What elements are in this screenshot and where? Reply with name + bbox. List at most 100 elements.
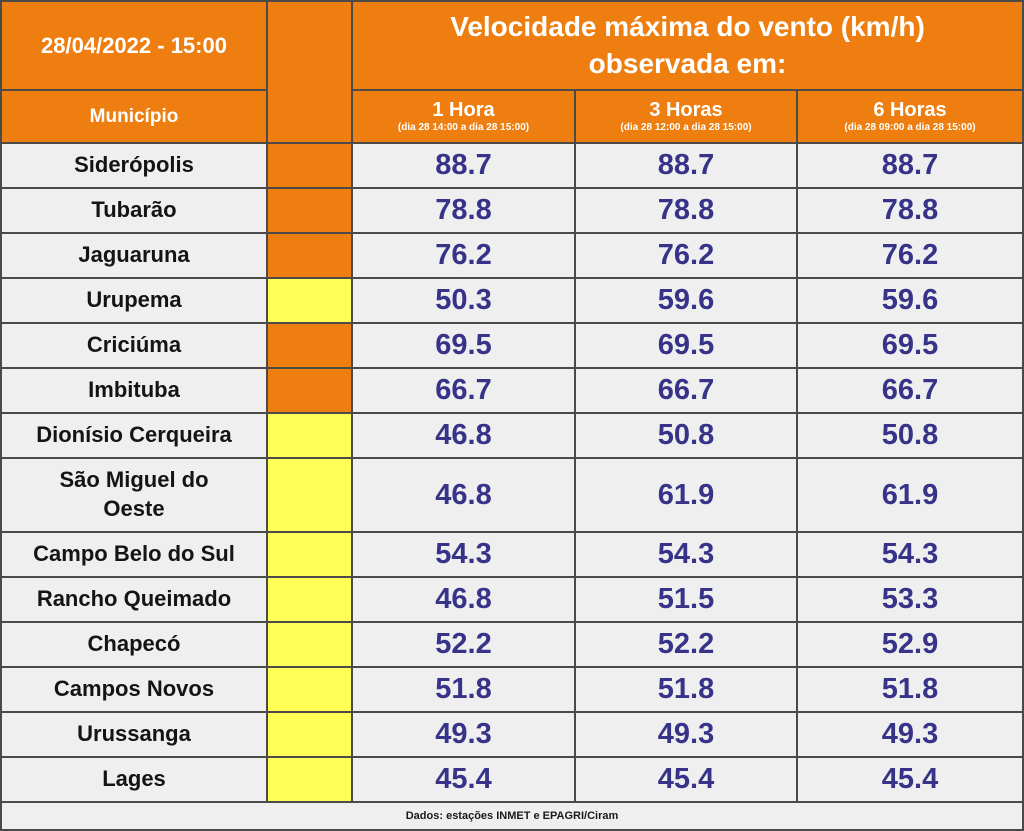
alert-level-cell [268, 533, 353, 578]
municipality-name: Dionísio Cerqueira [36, 422, 232, 448]
municipality-name: Imbituba [88, 377, 180, 403]
table-row: Dionísio Cerqueira 46.8 50.8 50.8 [2, 414, 1022, 459]
alert-level-cell [268, 578, 353, 623]
alert-level-cell [268, 414, 353, 459]
table-row: Imbituba 66.7 66.7 66.7 [2, 369, 1022, 414]
municipality-cell: Criciúma [2, 324, 268, 369]
municipality-cell: Campos Novos [2, 668, 268, 713]
alert-level-cell [268, 234, 353, 279]
wind-value-1h: 50.3 [353, 279, 576, 324]
wind-value-3h: 78.8 [576, 189, 798, 234]
wind-value-6h: 61.9 [798, 459, 1022, 533]
wind-value-1h: 78.8 [353, 189, 576, 234]
data-source-note: Dados: estações INMET e EPAGRI/Ciram [2, 803, 1022, 829]
municipality-name: Criciúma [86, 332, 182, 358]
municipality-cell: Lages [2, 758, 268, 803]
wind-value-1h: 46.8 [353, 459, 576, 533]
column-header-3h: 3 Horas (dia 28 12:00 a dia 28 15:00) [576, 91, 798, 144]
wind-value-6h: 49.3 [798, 713, 1022, 758]
alert-level-cell [268, 758, 353, 803]
table-row: Urupema 50.3 59.6 59.6 [2, 279, 1022, 324]
municipality-name: Lages [102, 766, 166, 792]
table-row: Rancho Queimado 46.8 51.5 53.3 [2, 578, 1022, 623]
municipality-cell: Siderópolis [2, 144, 268, 189]
table-row: Lages 45.4 45.4 45.4 [2, 758, 1022, 803]
municipality-name: Urussanga [77, 721, 191, 747]
municipality-cell: Rancho Queimado [2, 578, 268, 623]
wind-value-6h: 78.8 [798, 189, 1022, 234]
municipality-cell: Jaguaruna [2, 234, 268, 279]
table-header: 28/04/2022 - 15:00 Velocidade máxima do … [2, 2, 1022, 144]
table-title-text: Velocidade máxima do vento (km/h) observ… [450, 10, 925, 79]
municipality-cell: Tubarão [2, 189, 268, 234]
alert-level-cell [268, 189, 353, 234]
wind-value-3h: 51.8 [576, 668, 798, 713]
wind-value-1h: 66.7 [353, 369, 576, 414]
report-datetime: 28/04/2022 - 15:00 [2, 2, 268, 91]
wind-value-3h: 49.3 [576, 713, 798, 758]
wind-value-6h: 45.4 [798, 758, 1022, 803]
municipality-cell: Dionísio Cerqueira [2, 414, 268, 459]
wind-value-6h: 50.8 [798, 414, 1022, 459]
municipality-name: Jaguaruna [78, 242, 190, 268]
municipality-name: Chapecó [87, 631, 181, 657]
wind-value-1h: 45.4 [353, 758, 576, 803]
table-row: Jaguaruna 76.2 76.2 76.2 [2, 234, 1022, 279]
municipality-name: Campos Novos [53, 676, 215, 702]
wind-value-1h: 46.8 [353, 414, 576, 459]
alert-level-cell [268, 324, 353, 369]
municipality-name: Rancho Queimado [36, 586, 232, 612]
column-header-6h: 6 Horas (dia 28 09:00 a dia 28 15:00) [798, 91, 1022, 144]
municipality-cell: São Miguel do Oeste [2, 459, 268, 533]
table-row: Criciúma 69.5 69.5 69.5 [2, 324, 1022, 369]
municipality-name: Tubarão [91, 197, 177, 223]
column-header-3h-label: 3 Horas [649, 99, 723, 121]
table-row: Campos Novos 51.8 51.8 51.8 [2, 668, 1022, 713]
wind-value-3h: 76.2 [576, 234, 798, 279]
wind-value-1h: 51.8 [353, 668, 576, 713]
wind-value-1h: 54.3 [353, 533, 576, 578]
table-rows: Siderópolis 88.7 88.7 88.7 Tubarão 78.8 … [2, 144, 1022, 803]
column-header-3h-range: (dia 28 12:00 a dia 28 15:00) [620, 122, 752, 133]
wind-value-1h: 76.2 [353, 234, 576, 279]
alert-level-cell [268, 713, 353, 758]
wind-value-6h: 53.3 [798, 578, 1022, 623]
wind-value-3h: 52.2 [576, 623, 798, 668]
alert-color-column-header [268, 2, 353, 144]
alert-level-cell [268, 459, 353, 533]
wind-value-1h: 46.8 [353, 578, 576, 623]
wind-value-6h: 52.9 [798, 623, 1022, 668]
wind-value-3h: 59.6 [576, 279, 798, 324]
table-row: Chapecó 52.2 52.2 52.9 [2, 623, 1022, 668]
wind-value-6h: 59.6 [798, 279, 1022, 324]
wind-value-6h: 76.2 [798, 234, 1022, 279]
column-header-6h-label: 6 Horas [873, 99, 947, 121]
wind-value-3h: 45.4 [576, 758, 798, 803]
table-row: Siderópolis 88.7 88.7 88.7 [2, 144, 1022, 189]
wind-value-3h: 50.8 [576, 414, 798, 459]
wind-value-3h: 54.3 [576, 533, 798, 578]
wind-value-6h: 54.3 [798, 533, 1022, 578]
wind-value-3h: 88.7 [576, 144, 798, 189]
alert-level-cell [268, 144, 353, 189]
alert-level-cell [268, 623, 353, 668]
wind-value-1h: 69.5 [353, 324, 576, 369]
table-row: Urussanga 49.3 49.3 49.3 [2, 713, 1022, 758]
wind-value-3h: 51.5 [576, 578, 798, 623]
alert-level-cell [268, 668, 353, 713]
column-header-1h: 1 Hora (dia 28 14:00 a dia 28 15:00) [353, 91, 576, 144]
table-row: São Miguel do Oeste 46.8 61.9 61.9 [2, 459, 1022, 533]
wind-value-6h: 66.7 [798, 369, 1022, 414]
wind-value-1h: 49.3 [353, 713, 576, 758]
alert-level-cell [268, 369, 353, 414]
column-header-1h-label: 1 Hora [432, 99, 495, 121]
municipality-cell: Chapecó [2, 623, 268, 668]
municipality-name: São Miguel do Oeste [59, 467, 209, 521]
municipality-cell: Urupema [2, 279, 268, 324]
wind-value-6h: 51.8 [798, 668, 1022, 713]
wind-value-6h: 88.7 [798, 144, 1022, 189]
column-header-6h-range: (dia 28 09:00 a dia 28 15:00) [844, 122, 976, 133]
municipality-cell: Imbituba [2, 369, 268, 414]
municipality-cell: Campo Belo do Sul [2, 533, 268, 578]
